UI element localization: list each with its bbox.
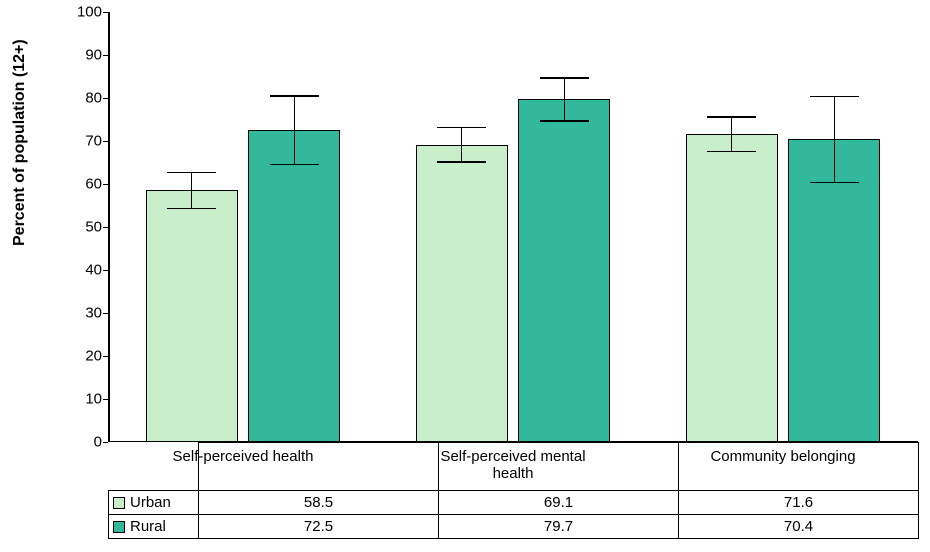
table-header: Self-perceived mental health bbox=[439, 443, 679, 491]
error-cap bbox=[540, 77, 589, 79]
table-corner bbox=[109, 443, 199, 491]
error-cap bbox=[167, 172, 216, 174]
error-cap bbox=[437, 161, 486, 163]
bar-urban bbox=[146, 190, 238, 442]
table-cell: 72.5 bbox=[199, 515, 439, 539]
y-axis-label: Percent of population (12+) bbox=[11, 206, 29, 246]
error-cap bbox=[270, 95, 319, 97]
y-tick-label: 70 bbox=[85, 133, 108, 150]
error-bar bbox=[191, 172, 193, 208]
data-table: Self-perceived healthSelf-perceived ment… bbox=[108, 442, 919, 539]
legend-rural: Rural bbox=[109, 515, 199, 539]
error-bar bbox=[564, 78, 566, 121]
error-cap bbox=[810, 182, 859, 184]
y-tick-label: 30 bbox=[85, 305, 108, 322]
error-cap bbox=[270, 164, 319, 166]
y-tick-label: 90 bbox=[85, 47, 108, 64]
y-axis bbox=[108, 12, 110, 442]
y-tick-label: 40 bbox=[85, 262, 108, 279]
bar-rural bbox=[788, 139, 880, 442]
y-tick-label: 0 bbox=[94, 434, 108, 451]
error-cap bbox=[810, 96, 859, 98]
error-bar bbox=[461, 128, 463, 162]
legend-label: Rural bbox=[130, 518, 166, 535]
y-tick-label: 60 bbox=[85, 176, 108, 193]
table-cell: 70.4 bbox=[679, 515, 919, 539]
legend-swatch bbox=[113, 497, 125, 509]
table-header: Self-perceived health bbox=[199, 443, 439, 491]
error-bar bbox=[834, 96, 836, 182]
error-cap bbox=[707, 151, 756, 153]
y-tick-label: 50 bbox=[85, 219, 108, 236]
error-bar bbox=[294, 96, 296, 165]
y-tick-label: 20 bbox=[85, 348, 108, 365]
bar-rural bbox=[518, 99, 610, 442]
health-perception-chart: Percent of population (12+) 010203040506… bbox=[0, 0, 930, 552]
error-cap bbox=[167, 208, 216, 210]
legend-urban: Urban bbox=[109, 491, 199, 515]
bar-urban bbox=[686, 134, 778, 442]
bar-rural bbox=[248, 130, 340, 442]
error-cap bbox=[437, 127, 486, 129]
y-tick-label: 80 bbox=[85, 90, 108, 107]
plot-area: 0102030405060708090100Self-perceived hea… bbox=[108, 12, 918, 442]
table-cell: 79.7 bbox=[439, 515, 679, 539]
error-cap bbox=[707, 116, 756, 118]
error-bar bbox=[731, 117, 733, 151]
error-cap bbox=[540, 120, 589, 122]
legend-swatch bbox=[113, 521, 125, 533]
y-tick-label: 100 bbox=[77, 4, 108, 21]
bar-urban bbox=[416, 145, 508, 442]
legend-label: Urban bbox=[130, 494, 171, 511]
table-header: Community belonging bbox=[679, 443, 919, 491]
table-cell: 58.5 bbox=[199, 491, 439, 515]
table-cell: 71.6 bbox=[679, 491, 919, 515]
y-tick-label: 10 bbox=[85, 391, 108, 408]
table-cell: 69.1 bbox=[439, 491, 679, 515]
